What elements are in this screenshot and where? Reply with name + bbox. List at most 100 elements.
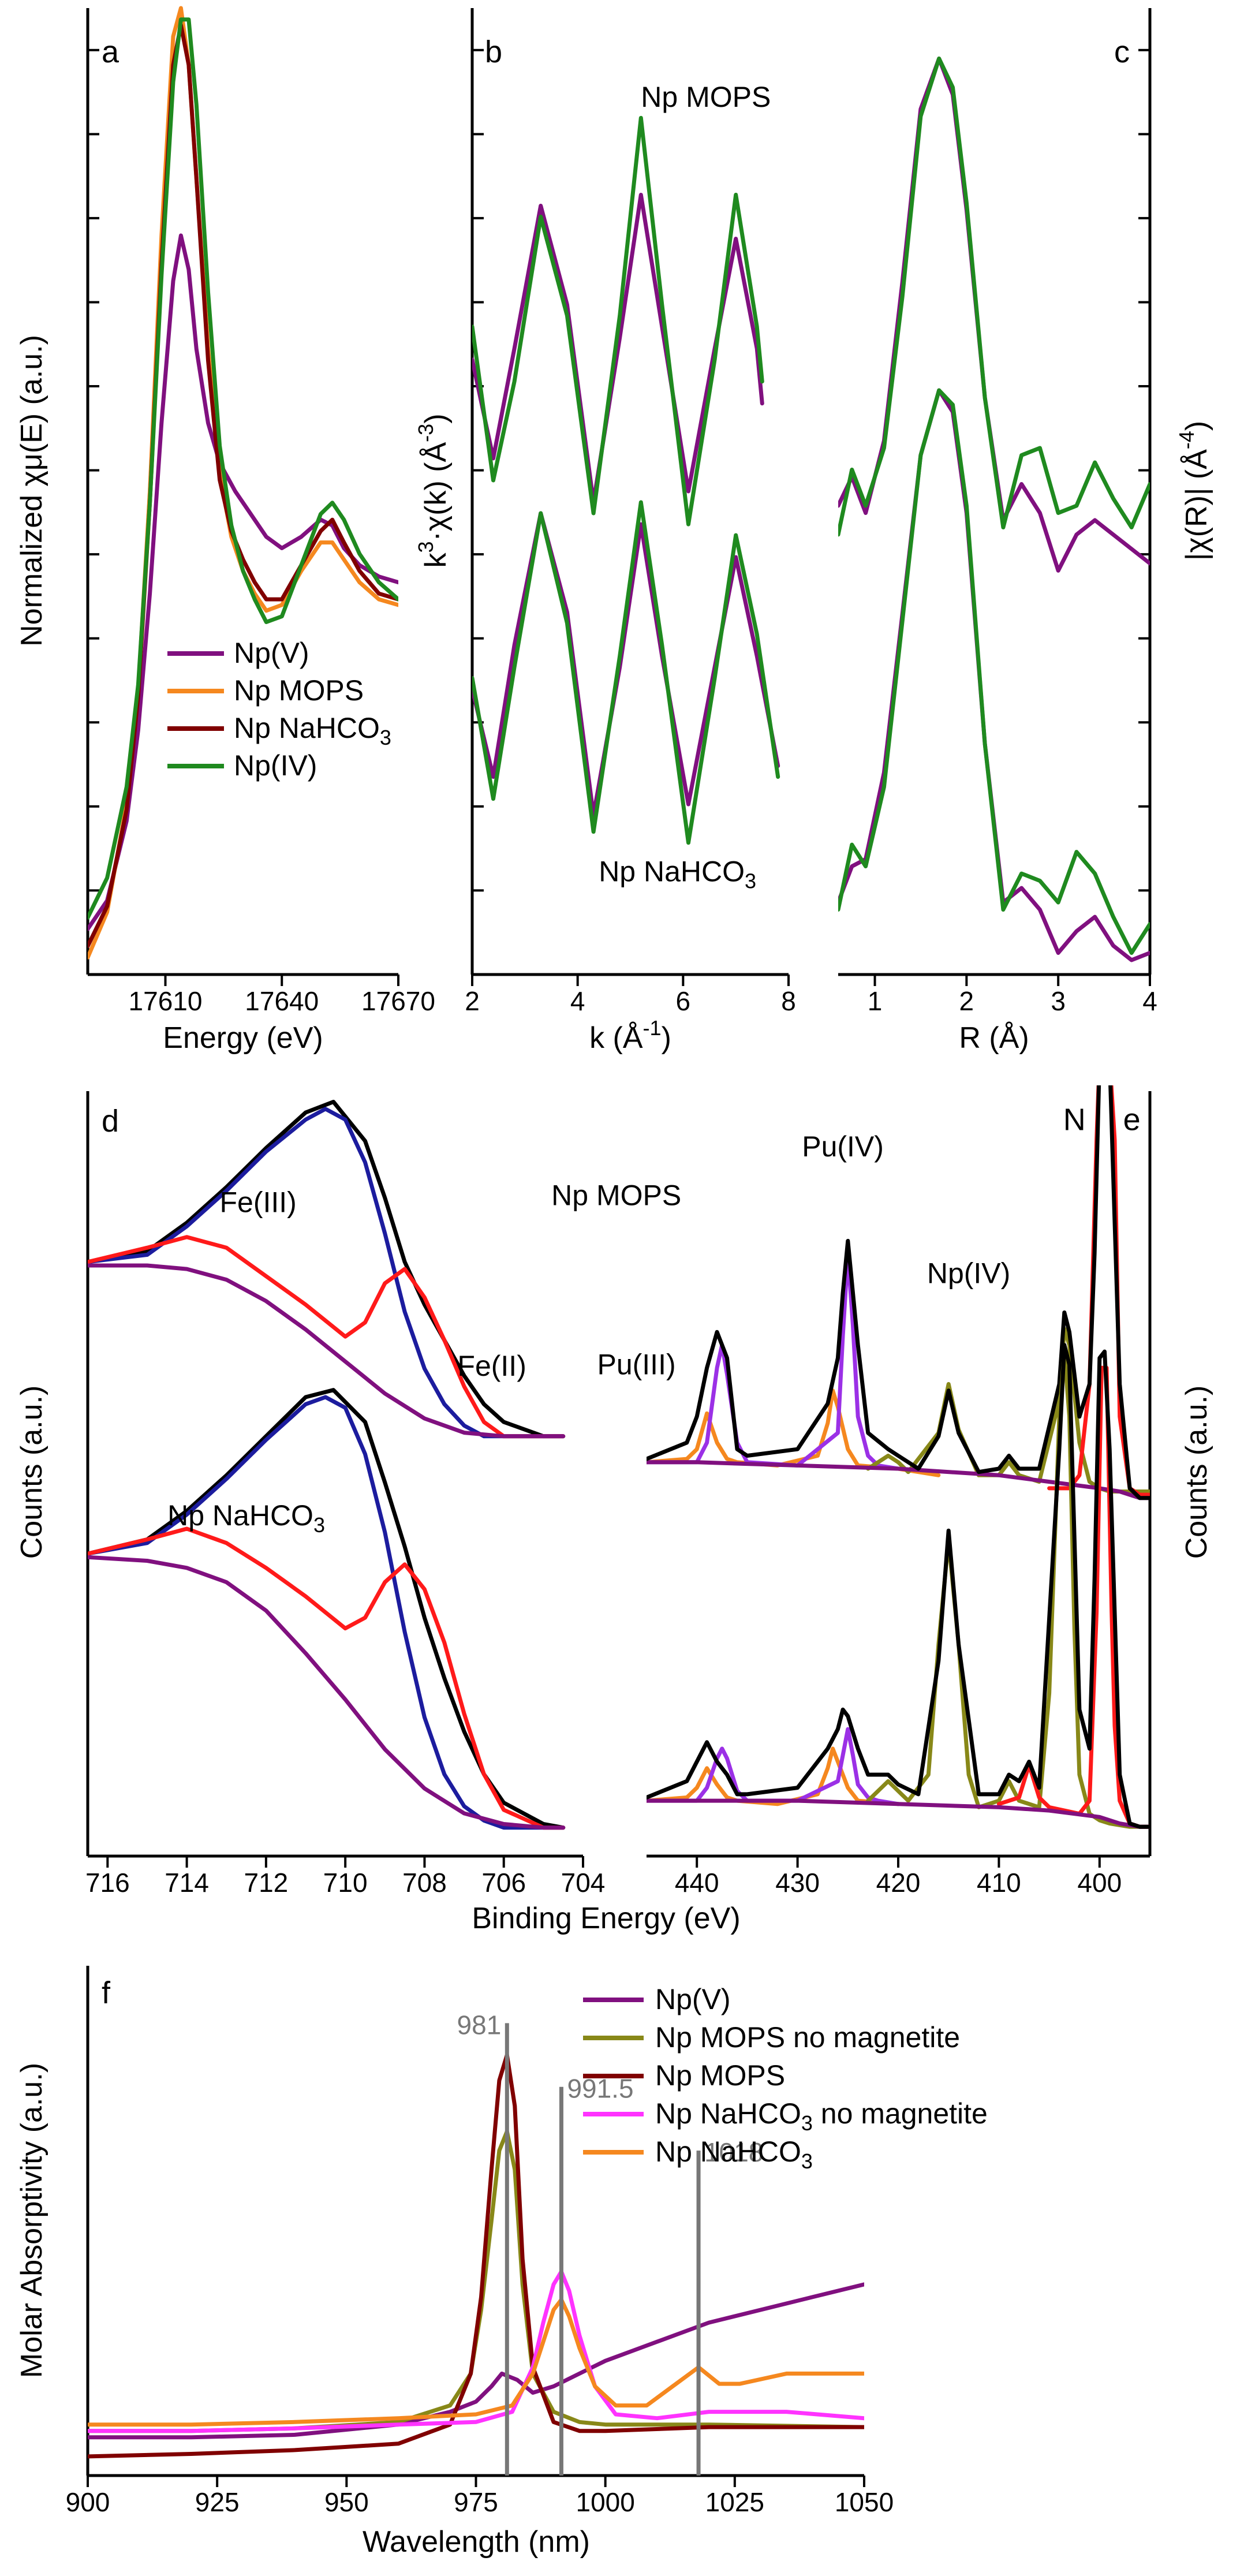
b-x-tick-label: 6: [676, 986, 691, 1016]
f-legend-text: Np(V): [655, 1983, 731, 2015]
b-y-label-tail: ): [419, 413, 453, 423]
f-series-group: [88, 2053, 864, 2459]
c-series-np-nahco3-data: [838, 388, 1150, 955]
f-x-tick-label: 900: [66, 2487, 110, 2517]
a-x-axis-label: Energy (eV): [163, 1021, 323, 1055]
a-series-np-mops: [88, 6, 398, 960]
c-series-group: [838, 56, 1150, 962]
f-legend-entry: Np NaHCO3 no magnetite: [655, 2097, 988, 2135]
panel-f: 900 925 950 975 1000 1025 1050 981 991.5 1018 f Wav…: [15, 1966, 988, 2559]
d-panel-label: d: [102, 1104, 119, 1138]
d-series-mops-sum-fit: [88, 1107, 566, 1439]
a-x-tick-label: 17670: [361, 986, 435, 1016]
c-y-label-tail: ): [1180, 421, 1213, 431]
a-legend-entry: Np MOPS: [234, 674, 364, 707]
b-annotation-text: Np NaHCO: [599, 855, 745, 887]
f-legend-text: Np NaHCO: [655, 2136, 801, 2168]
e-x-tick-label: 440: [675, 1868, 719, 1898]
e-annotation: e: [1123, 1103, 1141, 1137]
b-y-label-mid: ·χ(k) (Å: [419, 442, 453, 542]
f-x-tick-label: 1025: [705, 2487, 764, 2517]
f-x-tick-label: 925: [195, 2487, 240, 2517]
f-legend-text: Np MOPS no magnetite: [655, 2021, 960, 2054]
a-x-tick-label: 17640: [245, 986, 319, 1016]
e-annotation-text: Np(IV): [927, 1257, 1010, 1290]
e-y-axis-label: Counts (a.u.): [1180, 1386, 1213, 1559]
f-x-tick-label: 1000: [576, 2487, 634, 2517]
d-annotation-text: Fe(III): [219, 1186, 296, 1219]
d-x-tick-label: 714: [165, 1868, 209, 1898]
e-series-nahco3-data: [647, 1343, 1150, 1829]
e-annotation-text: Pu(III): [597, 1349, 675, 1381]
a-series-np-v-: [88, 233, 398, 931]
f-legend-entry: Np NaHCO3: [655, 2136, 813, 2173]
e-annotation: Pu(III): [597, 1349, 675, 1381]
c-x-tick-label: 3: [1051, 986, 1066, 1016]
e-x-tick-label: 410: [977, 1868, 1021, 1898]
c-x-tick-label: 1: [868, 986, 883, 1016]
panel-a: 17610 17640 17670 a Energy (eV) Normalized χμ…: [15, 6, 435, 1055]
f-series-np-nahco3: [88, 2297, 864, 2427]
b-x-label-sup: -1: [643, 1016, 662, 1040]
e-series-nahco3-background: [647, 1798, 1150, 1829]
b-annotation: Np MOPS: [641, 81, 771, 113]
e-annotation: Np(IV): [927, 1257, 1010, 1290]
e-series-nahco3-n: [996, 1365, 1150, 1829]
e-series-mops-data: [647, 1085, 1150, 1500]
f-panel-label: f: [102, 1976, 111, 2010]
b-panel-label: b: [485, 35, 502, 69]
d-x-tick-label: 704: [561, 1868, 606, 1898]
f-y-axis-label: Molar Absorptivity (a.u.): [15, 2063, 48, 2378]
b-y-label-pre: k: [419, 552, 453, 568]
f-series-np-mops: [88, 2053, 864, 2459]
e-series-group: [647, 1085, 1150, 1829]
f-legend-entry: Np(V): [655, 1983, 731, 2015]
b-x-tick-label: 2: [465, 986, 480, 1016]
d-x-tick-label: 710: [323, 1868, 368, 1898]
f-legend-text: Np NaHCO: [655, 2097, 801, 2130]
c-y-axis-label: |χ(R)| (Å-4): [1175, 421, 1213, 561]
b-series-np-mops-data: [472, 115, 764, 527]
f-series-np-nahco3-no-magnetite: [88, 2269, 864, 2433]
f-legend-text: Np MOPS: [655, 2059, 785, 2092]
f-x-tick-label: 950: [324, 2487, 369, 2517]
e-annotation: Pu(IV): [802, 1130, 884, 1163]
b-x-label-tail: ): [662, 1021, 671, 1055]
b-x-tick-label: 4: [570, 986, 585, 1016]
a-series-np-iv-: [88, 17, 398, 920]
d-series-nahco3-sum-fit: [88, 1395, 566, 1830]
e-annotation-text: N: [1063, 1103, 1086, 1137]
d-series-mops-data: [88, 1100, 566, 1439]
d-series-mops-background: [88, 1263, 566, 1439]
d-annotation: Fe(III): [219, 1186, 296, 1219]
f-reference-label: 991.5: [567, 2074, 633, 2104]
d-series-mops-fe-iii-: [88, 1235, 566, 1439]
b-annotation: Np NaHCO3: [599, 855, 756, 893]
f-legend-subscript: 3: [801, 2149, 813, 2173]
d-annotation-sub: 3: [313, 1513, 325, 1537]
a-legend-text: Np MOPS: [234, 674, 364, 707]
b-y-label-sup2: -3: [414, 424, 438, 442]
c-y-label-sup: -4: [1175, 431, 1198, 449]
f-legend-subscript: 3: [801, 2111, 813, 2135]
f-reference-label: 981: [457, 2010, 502, 2040]
b-annotation-sub: 3: [745, 869, 756, 893]
a-legend-subscript: 3: [380, 726, 391, 749]
d-series-nahco3-data: [88, 1388, 566, 1830]
f-x-tick-label: 1050: [835, 2487, 894, 2517]
d-x-tick-label: 708: [402, 1868, 447, 1898]
d-annotation-text: Np NaHCO: [167, 1499, 313, 1532]
d-annotation: Fe(II): [457, 1350, 526, 1382]
e-annotation-text: Pu(IV): [802, 1130, 884, 1163]
c-x-tick-label: 4: [1142, 986, 1157, 1016]
d-annotation-text: Fe(II): [457, 1350, 526, 1382]
d-x-tick-label: 712: [244, 1868, 289, 1898]
f-legend: Np(V) Np MOPS no magnetite Np MOPS Np NaHCO…: [583, 1983, 988, 2173]
f-series-np-mops-no-magnetite: [88, 2129, 864, 2433]
f-legend-tail: no magnetite: [813, 2097, 988, 2130]
c-series-np-mops-fit: [838, 56, 1150, 573]
a-series-group: [88, 6, 398, 960]
a-series-np-nahco3: [88, 23, 398, 949]
